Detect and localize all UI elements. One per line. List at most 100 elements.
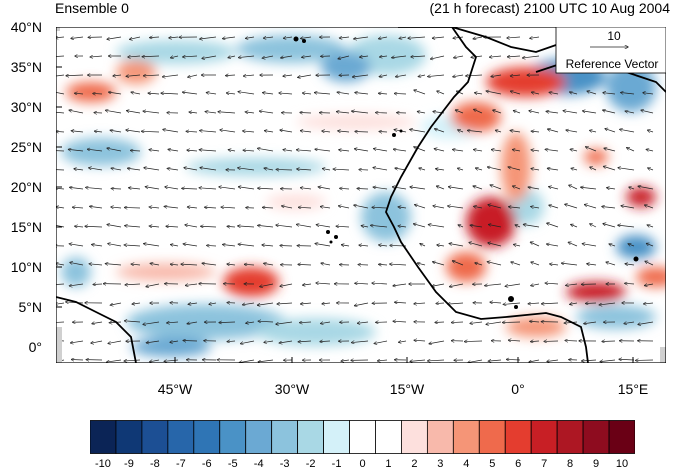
lat-label-0: 0° <box>28 339 42 355</box>
wind-vector <box>546 111 559 113</box>
wind-vector <box>648 130 654 132</box>
wind-vector <box>279 340 293 343</box>
wind-vector <box>602 341 616 342</box>
wind-vector <box>566 130 578 133</box>
wind-vector <box>276 321 293 324</box>
map-panel: 10 Reference Vector <box>56 27 666 363</box>
wind-vector <box>87 149 103 152</box>
reference-vector-value: 10 <box>607 29 621 43</box>
wind-vector <box>646 243 654 247</box>
wind-vector <box>333 169 350 170</box>
wind-vector <box>279 93 293 94</box>
colorbar-cell <box>504 420 532 454</box>
wind-vector <box>130 36 141 39</box>
wind-vector <box>354 36 369 39</box>
colorbar-cell <box>297 420 324 454</box>
wind-vector <box>337 92 350 94</box>
wind-vector <box>339 37 350 38</box>
wind-vector <box>417 112 426 113</box>
wind-vector <box>528 303 540 304</box>
wind-vector <box>547 223 559 228</box>
wind-vector <box>550 264 559 265</box>
wind-vector <box>239 56 255 58</box>
wind-vector <box>243 131 255 132</box>
colorbar-cell <box>530 420 558 454</box>
colorbar-label: 6 <box>515 458 522 470</box>
wind-vector <box>226 75 236 76</box>
wind-vector <box>107 36 122 39</box>
wind-vector <box>228 56 236 58</box>
wind-vector <box>508 167 521 171</box>
wind-vector <box>263 93 274 94</box>
wind-vector <box>638 186 654 190</box>
wind-vector <box>379 37 388 39</box>
wind-vector <box>182 92 198 95</box>
wind-vector <box>223 244 236 246</box>
wind-vector <box>468 130 483 132</box>
lat-label-40n: 40°N <box>10 19 42 35</box>
wind-vector <box>549 92 559 94</box>
wind-vector <box>418 75 426 77</box>
wind-vector <box>377 360 388 361</box>
wind-vector <box>491 75 502 77</box>
wind-vector <box>569 185 578 190</box>
wind-vector <box>66 75 84 76</box>
wind-vector <box>338 206 350 209</box>
wind-vector <box>485 284 502 286</box>
wind-vector <box>94 131 103 132</box>
wind-vector <box>531 169 540 170</box>
wind-vector <box>258 359 274 362</box>
wind-vector <box>186 131 198 132</box>
wind-vector <box>625 264 635 265</box>
wind-vector <box>150 37 160 38</box>
wind-vector <box>532 92 540 94</box>
anomaly-shading <box>61 35 666 357</box>
colorbar-cell <box>556 420 584 454</box>
wind-vector <box>644 303 654 304</box>
wind-vector <box>449 283 464 287</box>
wind-vector <box>437 91 445 95</box>
wind-vector <box>227 226 236 227</box>
wind-vector <box>547 360 559 361</box>
wind-vector <box>322 303 331 304</box>
wind-vector <box>202 263 217 266</box>
wind-vector <box>340 188 350 189</box>
africa-coastline <box>385 27 589 363</box>
wind-vector <box>182 188 198 189</box>
wind-vector <box>531 284 540 286</box>
wind-vector <box>110 130 122 132</box>
wind-vector <box>258 188 274 189</box>
wind-vector <box>183 244 198 247</box>
wind-vector <box>183 56 198 57</box>
wind-vector <box>238 226 255 227</box>
wind-vector <box>162 74 179 77</box>
wind-vector <box>396 75 407 77</box>
wind-vector <box>146 340 160 343</box>
wind-vector <box>510 130 521 132</box>
wind-vector <box>355 283 369 284</box>
wind-vector <box>458 168 464 170</box>
colorbar-cell <box>452 420 480 454</box>
wind-vector <box>109 92 122 95</box>
colorbar-label: -3 <box>279 458 290 470</box>
wind-vector <box>105 264 122 265</box>
wind-vector <box>390 264 407 265</box>
wind-vector <box>205 207 217 208</box>
wind-vector <box>111 207 122 208</box>
wind-vector <box>645 261 654 266</box>
wind-vector <box>221 207 236 208</box>
wind-vector <box>434 149 445 152</box>
wind-vector <box>125 284 141 285</box>
wind-vector <box>619 359 635 360</box>
wind-vector <box>489 56 502 57</box>
wind-vector <box>565 340 578 341</box>
wind-vector <box>124 207 141 208</box>
wind-vector <box>86 187 103 189</box>
colorbar-label: 1 <box>385 458 392 470</box>
wind-vector <box>338 55 350 59</box>
wind-vector <box>618 225 635 228</box>
wind-vector <box>243 75 255 76</box>
wind-vector <box>531 150 540 151</box>
wind-vector <box>603 110 616 114</box>
wind-vector <box>264 341 274 342</box>
